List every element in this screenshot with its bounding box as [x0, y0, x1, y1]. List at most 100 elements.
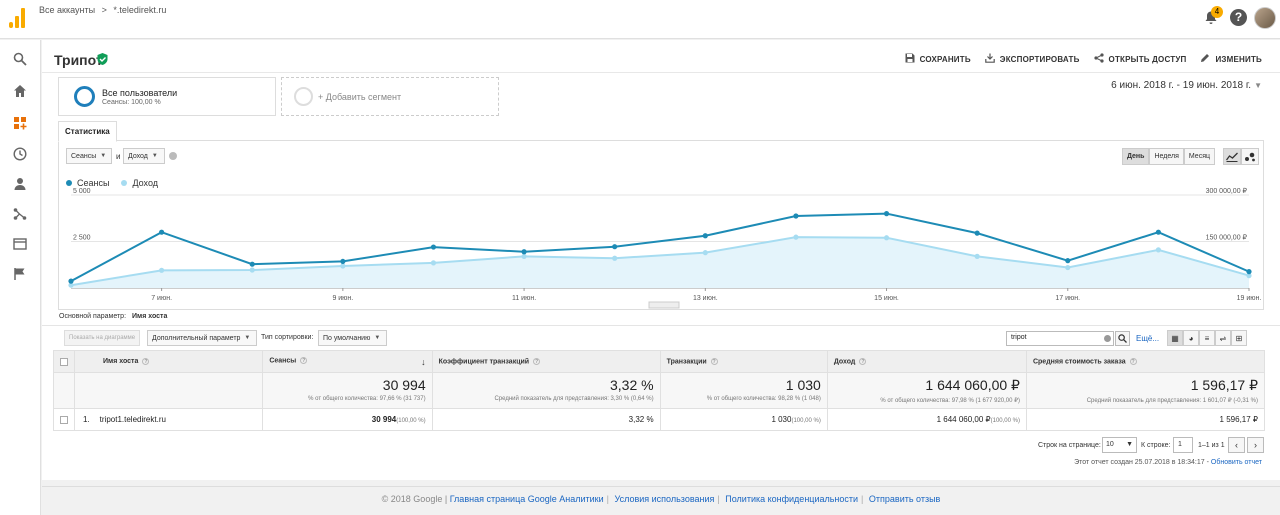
footer-link-feedback[interactable]: Отправить отзыв	[868, 494, 941, 504]
segment-all-users[interactable]: Все пользователи Сеансы: 100,00 %	[58, 77, 276, 116]
rows-per-page-select[interactable]: 10 ▼	[1102, 437, 1137, 453]
help-icon[interactable]: ?	[300, 356, 308, 364]
col-revenue[interactable]: Доход?	[826, 350, 1027, 373]
remove-metric2-icon[interactable]	[169, 152, 177, 160]
help-icon[interactable]: ?	[710, 357, 718, 365]
secondary-dimension-select[interactable]: Дополнительный параметр ▼	[147, 330, 257, 346]
footer-link-terms[interactable]: Условия использования	[614, 494, 715, 504]
line-chart-icon[interactable]	[1223, 148, 1241, 165]
edit-label: ИЗМЕНИТЬ	[1215, 55, 1262, 64]
legend-item-revenue[interactable]: Доход	[121, 178, 158, 188]
comparison-view-icon[interactable]: ⇌	[1215, 330, 1231, 346]
motion-chart-icon[interactable]	[1241, 148, 1259, 165]
breadcrumb[interactable]: Все аккаунты > *.teledirekt.ru	[39, 5, 170, 15]
prev-page-icon[interactable]: ‹	[1228, 437, 1245, 453]
conversions-flag-icon[interactable]	[11, 265, 29, 283]
row-avg-order-cell: 1 596,17 ₽	[1025, 408, 1266, 431]
metric2-select[interactable]: Доход ▼	[123, 148, 165, 164]
analytics-logo-icon[interactable]	[9, 8, 27, 28]
tab-statistics[interactable]: Статистика	[58, 121, 117, 142]
rows-per-page-label: Строк на странице:	[1038, 442, 1101, 449]
row-select-cell[interactable]	[53, 408, 75, 431]
breadcrumb-sep: >	[101, 5, 107, 15]
table-view-toggle: ▦ ◕ ≡ ⇌ ⊞	[1167, 330, 1247, 346]
table-row[interactable]: 1. tripot1.teledirekt.ru 30 994(100,00 %)…	[53, 408, 1266, 431]
x-axis-tick-label: 17 июн.	[1055, 295, 1080, 302]
series-revenue-point	[159, 267, 165, 273]
performance-view-icon[interactable]: ≡	[1199, 330, 1215, 346]
series-revenue-point	[974, 253, 980, 259]
footer-link-privacy[interactable]: Политика конфиденциальности	[725, 494, 859, 504]
select-all-cell[interactable]	[53, 350, 75, 373]
home-icon[interactable]	[11, 82, 29, 100]
series-sessions-point	[249, 261, 255, 267]
table-view-icon[interactable]: ▦	[1167, 330, 1183, 346]
refresh-report-link[interactable]: Обновить отчет	[1210, 459, 1262, 466]
behavior-icon[interactable]	[11, 235, 29, 253]
help-icon[interactable]: ?	[1129, 357, 1137, 365]
legend-item-sessions[interactable]: Сеансы	[66, 178, 109, 188]
series-sessions-point	[974, 230, 980, 236]
save-button[interactable]: СОХРАНИТЬ	[905, 53, 971, 66]
acquisition-icon[interactable]	[11, 205, 29, 223]
help-icon[interactable]: ?	[142, 357, 150, 365]
report-created-note: Этот отчет создан 25.07.2018 в 18:34:17 …	[1074, 459, 1262, 466]
select-all-checkbox[interactable]	[60, 357, 68, 366]
row-checkbox[interactable]	[60, 415, 68, 424]
add-segment-button[interactable]: + Добавить сегмент	[281, 77, 499, 116]
row-revenue-pct: (100,00 %)	[990, 418, 1020, 424]
pie-view-icon[interactable]: ◕	[1183, 330, 1199, 346]
series-sessions-point	[612, 244, 618, 250]
series-revenue-point	[883, 235, 890, 241]
avatar[interactable]	[1254, 7, 1276, 29]
row-host-link[interactable]: tripot1.teledirekt.ru	[99, 415, 166, 424]
col-hostname[interactable]: Имя хоста?	[73, 350, 264, 373]
col-conversion[interactable]: Коэффициент транзакций?	[431, 350, 661, 373]
metric-conjunction: и	[116, 152, 121, 161]
col-avg-order[interactable]: Средняя стоимость заказа?	[1025, 350, 1266, 373]
row-conversion: 3,32 %	[628, 415, 654, 424]
date-range-picker[interactable]: 6 июн. 2018 г. - 19 июн. 2018 г. ▼	[1111, 80, 1262, 91]
rows-per-page-value: 10	[1106, 441, 1114, 448]
clear-search-icon[interactable]	[1104, 335, 1111, 342]
col-sessions[interactable]: Сеансы? ↓	[262, 350, 433, 373]
goto-row-input[interactable]: 1	[1173, 437, 1193, 453]
segment-sessions: Сеансы: 100,00 %	[102, 99, 161, 106]
metric1-value: Сеансы	[71, 152, 97, 160]
sort-type-select[interactable]: По умолчанию ▼	[318, 330, 387, 346]
plot-rows-button[interactable]: Показать на диаграмме	[64, 330, 141, 346]
advanced-filter-link[interactable]: Ещё...	[1136, 334, 1160, 343]
table-search-input[interactable]: tripot	[1006, 331, 1114, 346]
period-day-button[interactable]: День	[1121, 148, 1150, 165]
legend-dot-sessions	[66, 180, 72, 186]
row-index: 1.	[83, 415, 90, 424]
chart-legend: Сеансы Доход	[66, 178, 158, 188]
search-icon[interactable]	[1115, 331, 1130, 346]
pivot-view-icon[interactable]: ⊞	[1231, 330, 1247, 346]
segment-name: Все пользователи	[102, 88, 178, 98]
help-icon[interactable]: ?	[859, 357, 867, 365]
footer-link-home[interactable]: Главная страница Google Аналитики	[449, 494, 604, 504]
breadcrumb-root[interactable]: Все аккаунты	[39, 5, 96, 15]
help-icon[interactable]: ?	[533, 357, 541, 365]
share-button[interactable]: ОТКРЫТЬ ДОСТУП	[1093, 53, 1187, 66]
primary-dimension-value[interactable]: Имя хоста	[131, 313, 168, 320]
search-icon[interactable]	[11, 50, 29, 68]
col-transactions[interactable]: Транзакции?	[659, 350, 828, 373]
audience-person-icon[interactable]	[11, 175, 29, 193]
period-month-button[interactable]: Месяц	[1183, 148, 1215, 165]
notifications-bell-icon[interactable]: 4	[1203, 6, 1223, 28]
period-week-button[interactable]: Неделя	[1149, 148, 1184, 165]
export-button[interactable]: ЭКСПОРТИРОВАТЬ	[984, 53, 1080, 66]
add-segment-label: + Добавить сегмент	[318, 92, 402, 102]
verified-shield-icon	[97, 53, 109, 66]
customization-icon[interactable]	[11, 114, 29, 132]
metric1-select[interactable]: Сеансы ▼	[66, 148, 112, 164]
realtime-clock-icon[interactable]	[11, 145, 29, 163]
help-icon[interactable]: ?	[1230, 9, 1247, 26]
breadcrumb-property[interactable]: *.teledirekt.ru	[113, 5, 167, 15]
col-avg-order-label: Средняя стоимость заказа	[1032, 358, 1126, 366]
next-page-icon[interactable]: ›	[1247, 437, 1264, 453]
edit-button[interactable]: ИЗМЕНИТЬ	[1200, 53, 1262, 66]
series-sessions-point	[521, 249, 527, 255]
